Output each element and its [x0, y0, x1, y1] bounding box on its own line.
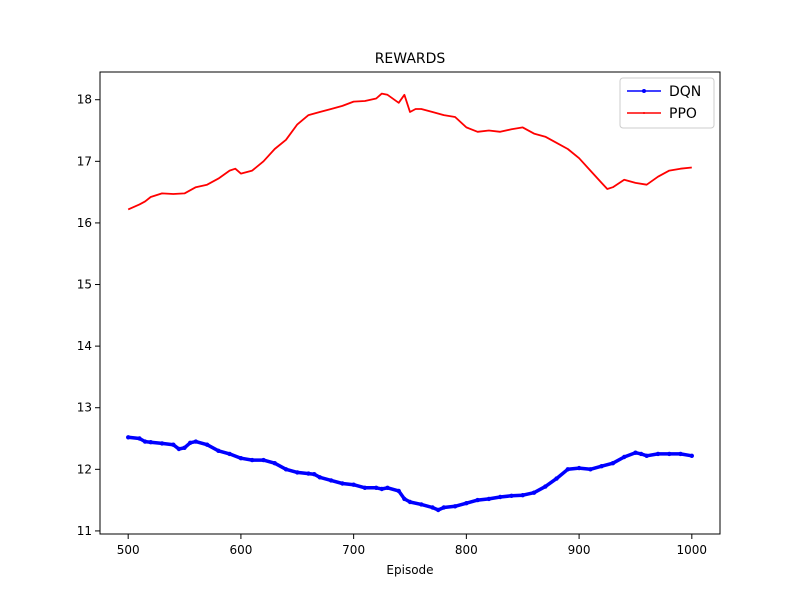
data-point-dqn [340, 481, 345, 486]
data-point-dqn [272, 461, 277, 466]
data-point-dqn [622, 454, 627, 460]
y-tick-label: 15 [77, 278, 92, 292]
data-point-dqn [430, 505, 435, 510]
data-point-dqn [351, 482, 356, 487]
data-point-dqn [667, 451, 672, 457]
data-point-dqn [328, 478, 334, 483]
data-point-dqn [531, 490, 537, 495]
data-point-dqn [295, 470, 300, 475]
data-point-dqn [610, 461, 616, 466]
legend: DQN PPO [619, 77, 715, 129]
data-point-dqn [452, 504, 458, 509]
x-tick-label: 800 [455, 543, 478, 557]
data-point-dqn [159, 441, 165, 446]
data-point-dqn [216, 448, 221, 453]
data-point-dqn [655, 451, 661, 457]
x-axis-ticks: 500 600 700 800 900 1000 [117, 534, 707, 557]
data-point-dqn [250, 457, 255, 463]
data-point-dqn [576, 465, 582, 471]
y-tick-label: 14 [77, 339, 92, 353]
data-point-dqn [543, 484, 548, 489]
data-point-dqn [554, 476, 559, 481]
data-point-dqn [188, 440, 193, 445]
legend-marker-ppo [643, 112, 645, 114]
data-point-dqn [227, 451, 232, 457]
data-point-dqn [419, 502, 424, 507]
data-point-dqn [678, 451, 683, 457]
data-point-dqn [374, 485, 379, 490]
x-tick-label: 600 [229, 543, 252, 557]
y-tick-label: 12 [77, 462, 92, 476]
data-point-dqn [238, 456, 244, 461]
data-point-dqn [396, 488, 401, 494]
data-point-dqn [379, 486, 384, 492]
data-point-dqn [588, 467, 593, 472]
y-axis-ticks: 11 12 13 14 15 16 17 18 [77, 93, 100, 538]
data-point-dqn [385, 485, 390, 490]
legend-label-ppo: PPO [669, 106, 697, 122]
data-point-dqn [193, 439, 198, 444]
data-point-dqn [312, 472, 317, 477]
data-point-dqn [633, 450, 638, 455]
legend-marker-dqn [642, 89, 646, 93]
data-point-dqn [306, 471, 311, 476]
axes-frame [99, 71, 721, 535]
y-tick-label: 11 [77, 524, 92, 538]
data-point-dqn [475, 497, 480, 503]
data-point-dqn [171, 442, 176, 447]
x-tick-label: 500 [117, 543, 140, 557]
data-point-dqn [402, 496, 407, 502]
chart-title: REWARDS [375, 51, 446, 67]
data-point-dqn [283, 467, 289, 472]
data-point-dqn [486, 496, 492, 502]
data-point-dqn [148, 440, 153, 445]
data-point-dqn [137, 436, 142, 441]
series-line-ppo [127, 92, 692, 211]
legend-label-dqn: DQN [669, 84, 701, 100]
y-tick-label: 17 [77, 154, 92, 168]
data-point-dqn [142, 439, 148, 444]
data-point-dqn [436, 507, 441, 513]
data-point-dqn [204, 442, 210, 447]
x-tick-label: 1000 [677, 543, 708, 557]
data-point-dqn [317, 475, 322, 480]
data-point-dqn [407, 499, 413, 505]
y-tick-label: 13 [77, 401, 92, 415]
data-point-dqn [520, 493, 525, 498]
data-point-dqn [182, 445, 187, 450]
x-tick-label: 700 [342, 543, 365, 557]
data-point-dqn [261, 457, 266, 463]
data-point-dqn [644, 453, 649, 458]
y-tick-label: 18 [77, 93, 92, 107]
data-point-dqn [509, 493, 514, 498]
x-tick-label: 900 [568, 543, 591, 557]
data-point-dqn [689, 453, 694, 458]
data-point-dqn [638, 451, 644, 457]
data-point-dqn [565, 467, 570, 472]
data-point-dqn [464, 501, 469, 506]
data-point-dqn [126, 435, 131, 440]
x-axis-label: Episode [386, 563, 433, 577]
data-point-dqn [441, 505, 446, 510]
data-point-dqn [362, 485, 368, 490]
series-layer [126, 92, 694, 513]
y-tick-label: 16 [77, 216, 92, 230]
data-point-dqn [599, 464, 604, 469]
data-point-dqn [498, 494, 503, 500]
data-point-dqn [176, 446, 182, 452]
